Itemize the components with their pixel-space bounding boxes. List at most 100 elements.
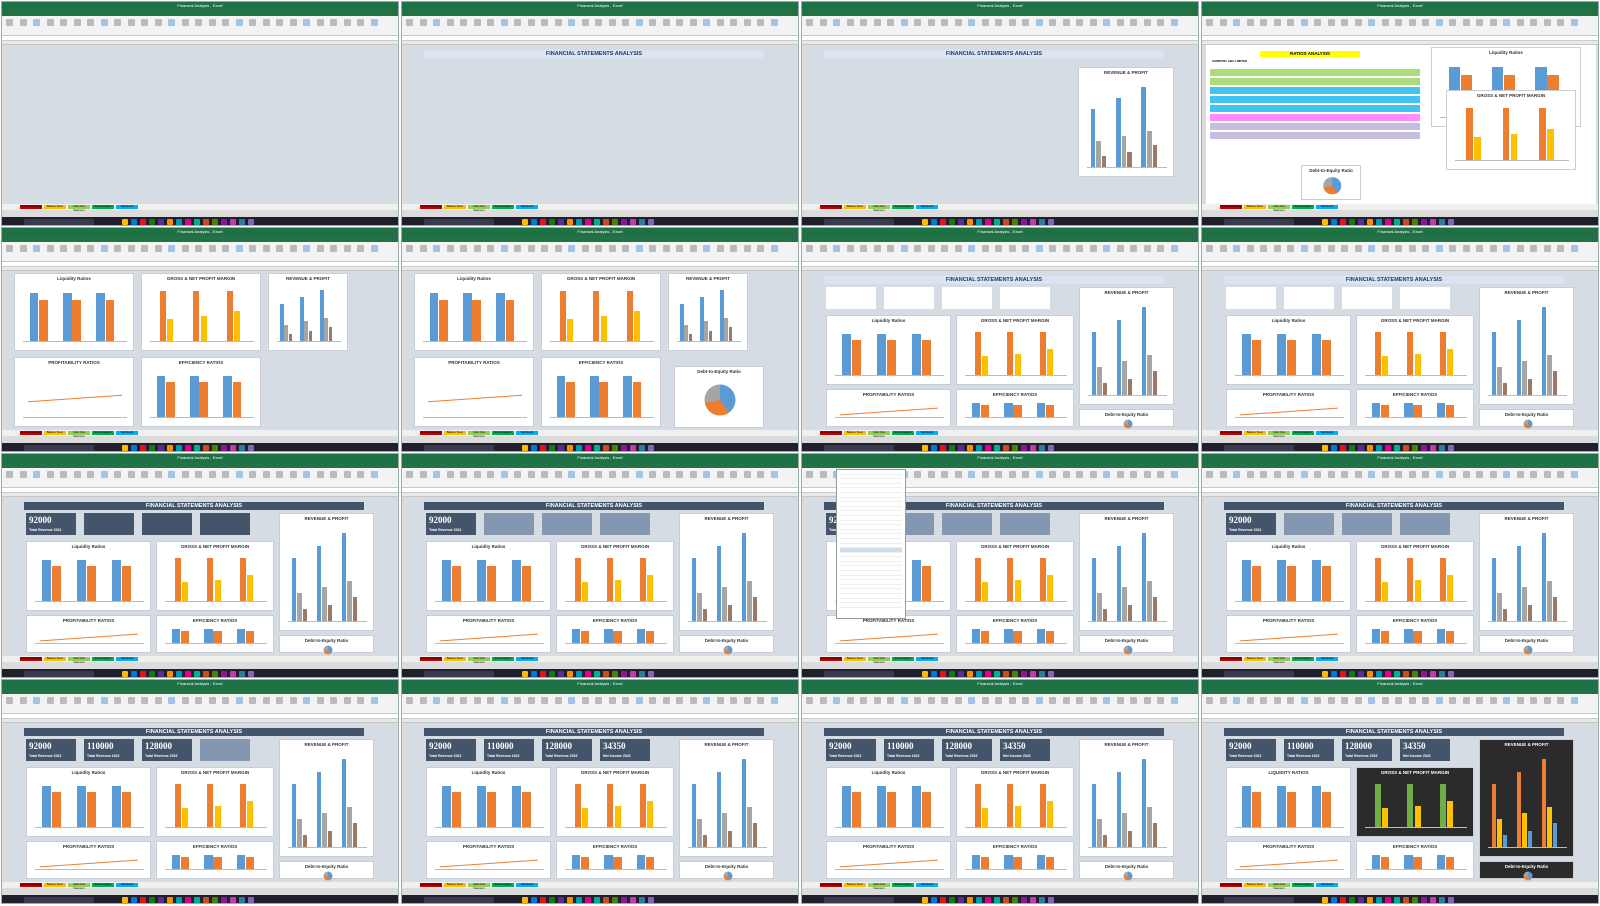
ribbon-button-icon[interactable] — [833, 245, 840, 252]
ribbon-button-icon[interactable] — [914, 471, 921, 478]
ribbon-button-icon[interactable] — [541, 19, 548, 26]
taskbar-app-icon[interactable] — [1331, 445, 1337, 451]
taskbar-search-box[interactable] — [24, 219, 94, 225]
ribbon-button-icon[interactable] — [1022, 697, 1029, 704]
ribbon-button-icon[interactable] — [1062, 245, 1070, 252]
ribbon-button-icon[interactable] — [527, 245, 535, 252]
taskbar-app-icon[interactable] — [1439, 897, 1445, 903]
taskbar-app-icon[interactable] — [639, 445, 645, 451]
ribbon-button-icon[interactable] — [1022, 19, 1029, 26]
taskbar-app-icon[interactable] — [1421, 219, 1427, 225]
ribbon-button-icon[interactable] — [995, 19, 1002, 26]
taskbar-app-icon[interactable] — [639, 897, 645, 903]
ribbon-button-icon[interactable] — [914, 19, 921, 26]
excel-window-thumbnail[interactable]: Financial Analysis - ExcelFileHomeInsert… — [801, 227, 1199, 452]
ribbon-button-icon[interactable] — [941, 697, 948, 704]
taskbar-app-icon[interactable] — [149, 445, 155, 451]
worksheet[interactable]: FINANCIAL STATEMENTS ANALYSIS92000Total … — [806, 469, 1196, 656]
taskbar-search-box[interactable] — [24, 445, 94, 451]
ribbon-button-icon[interactable] — [819, 697, 827, 704]
ribbon-button-icon[interactable] — [1368, 697, 1375, 704]
ribbon-button-icon[interactable] — [819, 19, 827, 26]
chart-card[interactable]: PROFITABILITY RATIOS — [1226, 615, 1351, 653]
taskbar-app-icon[interactable] — [567, 671, 573, 677]
taskbar-app-icon[interactable] — [594, 445, 600, 451]
taskbar-app-icon[interactable] — [1340, 897, 1346, 903]
taskbar-app-icon[interactable] — [158, 897, 164, 903]
chart-card[interactable]: Debt-to-Equity Ratio — [1479, 635, 1574, 655]
taskbar-app-icon[interactable] — [1376, 671, 1382, 677]
taskbar-app-icon[interactable] — [976, 671, 982, 677]
ribbon-button-icon[interactable] — [1130, 471, 1137, 478]
chart-card[interactable]: Liquidity Ratios — [1226, 315, 1351, 385]
excel-window-thumbnail[interactable]: Financial Analysis - ExcelFileHomeInsert… — [801, 453, 1199, 678]
taskbar-app-icon[interactable] — [1048, 219, 1054, 225]
ribbon-button-icon[interactable] — [1543, 697, 1551, 704]
taskbar-app-icon[interactable] — [1340, 671, 1346, 677]
sheet-tab[interactable]: Dashboard — [516, 883, 538, 887]
taskbar-app-icon[interactable] — [540, 671, 546, 677]
ribbon-button-icon[interactable] — [568, 19, 575, 26]
ribbon-button-icon[interactable] — [6, 245, 13, 252]
taskbar-app-icon[interactable] — [1412, 445, 1418, 451]
taskbar-app-icon[interactable] — [549, 445, 555, 451]
ribbon-button-icon[interactable] — [168, 471, 175, 478]
chart-card[interactable]: REVENUE & PROFIT — [279, 739, 374, 857]
taskbar-app-icon[interactable] — [630, 219, 636, 225]
formula-bar[interactable] — [802, 36, 1198, 41]
taskbar-app-icon[interactable] — [922, 445, 928, 451]
taskbar-app-icon[interactable] — [531, 671, 537, 677]
ribbon-button-icon[interactable] — [1557, 697, 1564, 704]
ribbon-button-icon[interactable] — [208, 697, 216, 704]
chart-card[interactable]: Liquidity Ratios — [826, 767, 951, 837]
taskbar-app-icon[interactable] — [149, 897, 155, 903]
ribbon-button-icon[interactable] — [433, 245, 440, 252]
sheet-tab[interactable]: Ratios Analysis — [92, 657, 114, 661]
sheet-tab[interactable]: Balance Sheet — [1244, 657, 1266, 661]
taskbar-app-icon[interactable] — [212, 897, 218, 903]
chart-card[interactable]: EFFICIENCY RATIOS — [1356, 841, 1474, 879]
formula-bar[interactable] — [402, 488, 798, 493]
ribbon-button-icon[interactable] — [1089, 245, 1097, 252]
ribbon-button-icon[interactable] — [208, 245, 216, 252]
ribbon-button-icon[interactable] — [249, 245, 256, 252]
ribbon-button-icon[interactable] — [649, 471, 656, 478]
ribbon-button-icon[interactable] — [770, 19, 778, 26]
sheet-tab[interactable]: Ratios Analysis — [492, 883, 514, 887]
taskbar-app-icon[interactable] — [176, 671, 182, 677]
sheet-tab[interactable]: Dashboard — [116, 883, 138, 887]
chart-card[interactable]: Debt-to-Equity Ratio — [1479, 861, 1574, 881]
ribbon-button-icon[interactable] — [1103, 245, 1110, 252]
taskbar-app-icon[interactable] — [612, 445, 618, 451]
ribbon-button-icon[interactable] — [581, 19, 589, 26]
ribbon-button-icon[interactable] — [46, 471, 54, 478]
ribbon-button-icon[interactable] — [330, 245, 337, 252]
formula-bar[interactable] — [802, 262, 1198, 267]
ribbon-button-icon[interactable] — [1314, 471, 1321, 478]
chart-card[interactable]: PROFITABILITY RATIOS — [414, 357, 534, 427]
ribbon-button-icon[interactable] — [6, 697, 13, 704]
taskbar-app-icon[interactable] — [1322, 445, 1328, 451]
ribbon-button-icon[interactable] — [1557, 245, 1564, 252]
taskbar-app-icon[interactable] — [1322, 219, 1328, 225]
ribbon-button-icon[interactable] — [33, 19, 40, 26]
sheet-tab[interactable]: Dashboard — [916, 883, 938, 887]
ribbon-button-icon[interactable] — [1489, 697, 1497, 704]
worksheet[interactable]: FINANCIAL STATEMENTS ANALYSIS Liquidity R… — [806, 271, 1196, 430]
ribbon-button-icon[interactable] — [649, 245, 656, 252]
taskbar-app-icon[interactable] — [1385, 897, 1391, 903]
ribbon-button-icon[interactable] — [141, 19, 148, 26]
ribbon-button-icon[interactable] — [662, 471, 670, 478]
ribbon-button-icon[interactable] — [527, 19, 535, 26]
chart-card[interactable]: REVENUE & PROFIT — [1079, 287, 1174, 405]
taskbar-app-icon[interactable] — [1012, 897, 1018, 903]
ribbon-button-icon[interactable] — [289, 471, 297, 478]
ribbon-button-icon[interactable] — [716, 19, 724, 26]
chart-card[interactable]: REVENUE & PROFIT — [1078, 67, 1174, 177]
taskbar-app-icon[interactable] — [248, 897, 254, 903]
taskbar-app-icon[interactable] — [239, 671, 245, 677]
ribbon-button-icon[interactable] — [1462, 245, 1470, 252]
chart-card[interactable]: PROFITABILITY RATIOS — [826, 389, 951, 427]
